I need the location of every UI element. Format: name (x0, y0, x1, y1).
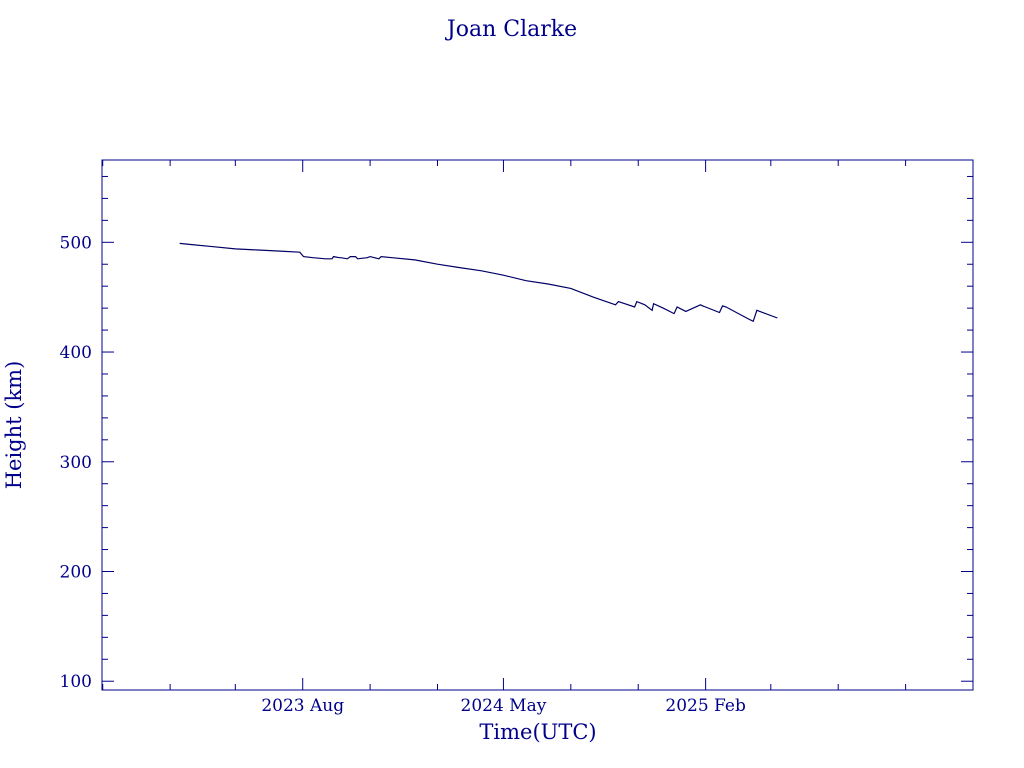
axis-ticks (102, 160, 974, 690)
plot-frame (101, 159, 974, 691)
y-tick-label: 500 (60, 233, 92, 253)
x-tick-label: 2024 May (461, 696, 547, 716)
chart-title: Joan Clarke (445, 17, 577, 42)
height-series-line (179, 242, 778, 323)
y-tick-label: 400 (60, 343, 92, 363)
y-tick-label: 100 (60, 672, 92, 692)
x-tick-label: 2025 Feb (665, 696, 746, 716)
y-tick-label: 300 (60, 453, 92, 473)
x-tick-labels: 2023 Aug 2024 May 2025 Feb (261, 696, 746, 716)
x-tick-label: 2023 Aug (261, 696, 344, 716)
y-axis-label: Height (km) (2, 361, 26, 490)
x-axis-label: Time(UTC) (479, 720, 596, 744)
y-tick-labels: 100 200 300 400 500 (60, 233, 92, 692)
y-tick-label: 200 (60, 562, 92, 582)
